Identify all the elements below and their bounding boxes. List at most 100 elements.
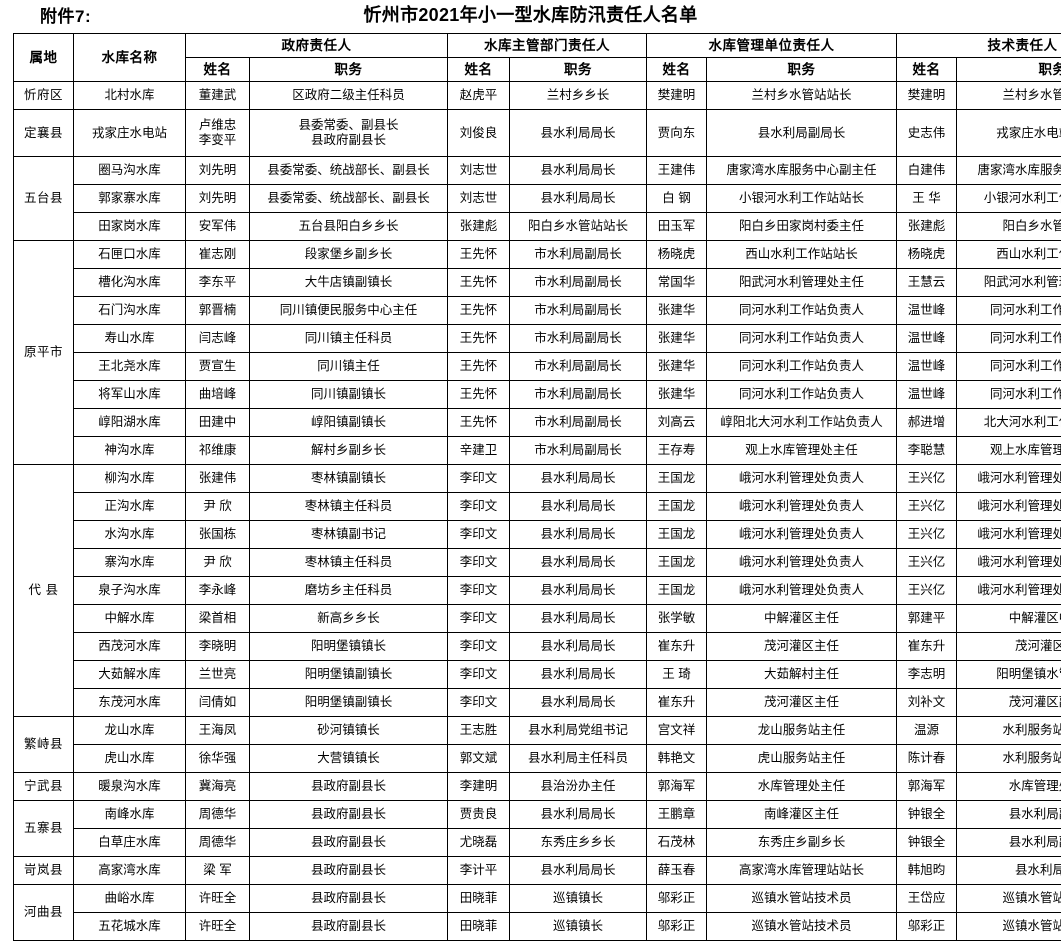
dept-name-cell: 田晓菲 bbox=[448, 913, 510, 941]
tech-post-cell: 北大河水利工作站技术员 bbox=[957, 409, 1061, 437]
gov-post-cell: 县政府副县长 bbox=[250, 857, 448, 885]
unit-post-cell: 茂河灌区主任 bbox=[707, 633, 897, 661]
dept-name-cell: 李印文 bbox=[448, 465, 510, 493]
reservoir-name-cell: 正沟水库 bbox=[74, 493, 186, 521]
table-row: 寨沟水库尹 欣枣林镇主任科员李印文县水利局局长王国龙峨河水利管理处负责人王兴亿峨… bbox=[14, 549, 1061, 577]
reservoir-name-cell: 圈马沟水库 bbox=[74, 157, 186, 185]
dept-post-cell: 市水利局副局长 bbox=[510, 241, 647, 269]
unit-name-cell: 王存寿 bbox=[647, 437, 707, 465]
gov-post-cell: 崞阳镇副镇长 bbox=[250, 409, 448, 437]
unit-post-cell: 峨河水利管理处负责人 bbox=[707, 521, 897, 549]
unit-post-cell: 同河水利工作站负责人 bbox=[707, 381, 897, 409]
reservoir-name-cell: 虎山水库 bbox=[74, 745, 186, 773]
reservoir-name-cell: 崞阳湖水库 bbox=[74, 409, 186, 437]
dept-post-cell: 市水利局副局长 bbox=[510, 325, 647, 353]
unit-post-cell: 兰村乡水管站站长 bbox=[707, 82, 897, 110]
tech-post-cell: 茂河灌区副主任 bbox=[957, 689, 1061, 717]
unit-name-cell: 薛玉春 bbox=[647, 857, 707, 885]
region-cell: 河曲县 bbox=[14, 885, 74, 941]
region-cell: 忻府区 bbox=[14, 82, 74, 110]
unit-post-cell: 小银河水利工作站站长 bbox=[707, 185, 897, 213]
reservoir-name-cell: 柳沟水库 bbox=[74, 465, 186, 493]
table-row: 东茂河水库闫倩如阳明堡镇副镇长李印文县水利局局长崔东升茂河灌区主任刘补文茂河灌区… bbox=[14, 689, 1061, 717]
gov-name-cell: 安军伟 bbox=[186, 213, 250, 241]
gov-name-cell: 梁 军 bbox=[186, 857, 250, 885]
reservoir-name-cell: 郭家寨水库 bbox=[74, 185, 186, 213]
unit-name-cell: 宫文祥 bbox=[647, 717, 707, 745]
tech-post-cell: 茂河灌区主任 bbox=[957, 633, 1061, 661]
dept-post-cell: 县水利局局长 bbox=[510, 605, 647, 633]
dept-name-cell: 李建明 bbox=[448, 773, 510, 801]
gov-name-cell: 尹 欣 bbox=[186, 549, 250, 577]
tech-name-cell: 温世峰 bbox=[897, 353, 957, 381]
table-row: 王北尧水库贾宣生同川镇主任王先怀市水利局副局长张建华同河水利工作站负责人温世峰同… bbox=[14, 353, 1061, 381]
reservoir-name-cell: 神沟水库 bbox=[74, 437, 186, 465]
tech-post-cell: 峨河水利管理处助理工程师 bbox=[957, 493, 1061, 521]
table-row: 石门沟水库郭晋楠同川镇便民服务中心主任王先怀市水利局副局长张建华同河水利工作站负… bbox=[14, 297, 1061, 325]
unit-name-cell: 张建华 bbox=[647, 325, 707, 353]
gov-name-cell: 卢维忠李变平 bbox=[186, 110, 250, 157]
gov-post-cell: 县政府副县长 bbox=[250, 885, 448, 913]
unit-post-cell: 观上水库管理处主任 bbox=[707, 437, 897, 465]
dept-post-cell: 县水利局局长 bbox=[510, 577, 647, 605]
gov-name-cell: 刘先明 bbox=[186, 157, 250, 185]
tech-name-cell: 温世峰 bbox=[897, 325, 957, 353]
gov-name-cell: 董建武 bbox=[186, 82, 250, 110]
unit-name-cell: 郭海军 bbox=[647, 773, 707, 801]
dept-post-cell: 县水利局局长 bbox=[510, 549, 647, 577]
reservoir-name-cell: 王北尧水库 bbox=[74, 353, 186, 381]
reservoir-name-cell: 南峰水库 bbox=[74, 801, 186, 829]
unit-name-cell: 王国龙 bbox=[647, 493, 707, 521]
tech-name-cell: 樊建明 bbox=[897, 82, 957, 110]
unit-name-cell: 崔东升 bbox=[647, 689, 707, 717]
tech-name-cell: 王兴亿 bbox=[897, 521, 957, 549]
tech-name-cell: 王兴亿 bbox=[897, 465, 957, 493]
dept-post-cell: 县水利局局长 bbox=[510, 110, 647, 157]
gov-name-cell: 郭晋楠 bbox=[186, 297, 250, 325]
dept-name-cell: 李印文 bbox=[448, 521, 510, 549]
reservoir-name-cell: 石门沟水库 bbox=[74, 297, 186, 325]
tech-name-cell: 温世峰 bbox=[897, 297, 957, 325]
unit-name-cell: 王建伟 bbox=[647, 157, 707, 185]
gov-name-cell: 崔志刚 bbox=[186, 241, 250, 269]
dept-post-cell: 市水利局副局长 bbox=[510, 409, 647, 437]
gov-post-cell: 枣林镇副书记 bbox=[250, 521, 448, 549]
reservoir-name-cell: 东茂河水库 bbox=[74, 689, 186, 717]
tech-post-cell: 巡镇水管站水管员 bbox=[957, 885, 1061, 913]
dept-post-cell: 市水利局副局长 bbox=[510, 381, 647, 409]
gov-name-cell: 周德华 bbox=[186, 801, 250, 829]
gov-post-cell: 枣林镇主任科员 bbox=[250, 549, 448, 577]
tech-name-cell: 李志明 bbox=[897, 661, 957, 689]
dept-post-cell: 县水利局局长 bbox=[510, 801, 647, 829]
dept-name-cell: 刘俊良 bbox=[448, 110, 510, 157]
gov-post-cell: 五台县阳白乡乡长 bbox=[250, 213, 448, 241]
tech-name-cell: 陈计春 bbox=[897, 745, 957, 773]
table-row: 大茹解水库兰世亮阳明堡镇副镇长李印文县水利局局长王 琦大茹解村主任李志明阳明堡镇… bbox=[14, 661, 1061, 689]
unit-name-cell: 石茂林 bbox=[647, 829, 707, 857]
table-row: 虎山水库徐华强大营镇镇长郭文斌县水利局主任科员韩艳文虎山服务站主任陈计春水利服务… bbox=[14, 745, 1061, 773]
tech-post-cell: 中解灌区中级工 bbox=[957, 605, 1061, 633]
reservoir-name-cell: 曲峪水库 bbox=[74, 885, 186, 913]
reservoir-name-cell: 寿山水库 bbox=[74, 325, 186, 353]
tech-name-cell: 温世峰 bbox=[897, 381, 957, 409]
gov-name-cell: 刘先明 bbox=[186, 185, 250, 213]
unit-post-cell: 峨河水利管理处负责人 bbox=[707, 577, 897, 605]
region-cell: 原平市 bbox=[14, 241, 74, 465]
tech-post-cell: 水利服务站副主任 bbox=[957, 717, 1061, 745]
reservoir-name-cell: 将军山水库 bbox=[74, 381, 186, 409]
gov-post-cell: 县政府副县长 bbox=[250, 773, 448, 801]
dept-name-cell: 王先怀 bbox=[448, 297, 510, 325]
gov-post-cell: 县委常委、副县长县政府副县长 bbox=[250, 110, 448, 157]
gov-name-cell: 闫志峰 bbox=[186, 325, 250, 353]
tech-name-cell: 张建彪 bbox=[897, 213, 957, 241]
table-row: 原平市石匣口水库崔志刚段家堡乡副乡长王先怀市水利局副局长杨晓虎西山水利工作站站长… bbox=[14, 241, 1061, 269]
page-title: 忻州市2021年小一型水库防汛责任人名单 bbox=[0, 1, 1061, 27]
dept-name-cell: 王先怀 bbox=[448, 409, 510, 437]
column-header-department: 水库主管部门责任人 bbox=[448, 34, 647, 58]
table-row: 郭家寨水库刘先明县委常委、统战部长、副县长刘志世县水利局局长白 钢小银河水利工作… bbox=[14, 185, 1061, 213]
unit-post-cell: 大茹解村主任 bbox=[707, 661, 897, 689]
dept-post-cell: 市水利局副局长 bbox=[510, 353, 647, 381]
unit-post-cell: 同河水利工作站负责人 bbox=[707, 297, 897, 325]
table-row: 中解水库梁首相新高乡乡长李印文县水利局局长张学敏中解灌区主任郭建平中解灌区中级工 bbox=[14, 605, 1061, 633]
tech-post-cell: 兰村乡水管站站长 bbox=[957, 82, 1061, 110]
